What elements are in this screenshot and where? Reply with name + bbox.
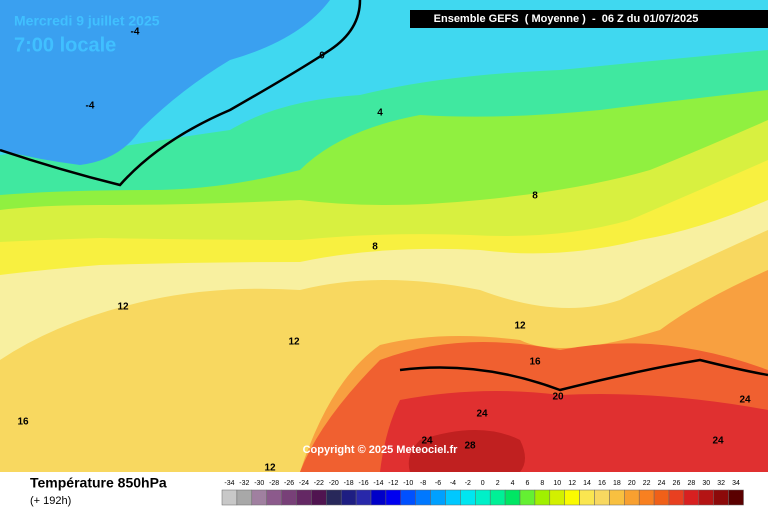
- legend-tick-label: 16: [598, 480, 606, 487]
- legend-swatch: [653, 489, 670, 506]
- contour-label: 24: [712, 436, 724, 447]
- legend-swatch: [519, 489, 536, 506]
- legend-swatch: [460, 489, 476, 506]
- legend-tick-label: -6: [435, 480, 441, 487]
- legend-swatch: [221, 489, 238, 506]
- legend-tick-label: 0: [481, 480, 485, 487]
- legend-swatch: [266, 489, 282, 506]
- contour-label: 24: [476, 409, 488, 420]
- legend-swatch: [594, 489, 610, 506]
- contour-label: 4: [377, 108, 383, 119]
- legend-tick-label: 4: [511, 480, 515, 487]
- legend-swatch: [355, 489, 372, 506]
- legend-tick-label: -10: [403, 480, 413, 487]
- legend-swatch: [638, 489, 655, 506]
- contour-label: 16: [17, 417, 29, 428]
- legend-swatch: [445, 489, 461, 506]
- contour-label: -4: [86, 101, 95, 112]
- temperature-field: [0, 0, 768, 472]
- legend-swatch: [415, 489, 431, 506]
- legend-tick-label: -4: [450, 480, 456, 487]
- legend-swatch: [683, 489, 700, 506]
- contour-label: -4: [131, 27, 140, 38]
- legend-swatch: [236, 489, 253, 506]
- legend-swatch: [311, 489, 327, 506]
- legend-tick-label: -26: [284, 480, 294, 487]
- legend-tick-label: -22: [314, 480, 324, 487]
- contour-label: 24: [421, 436, 433, 447]
- legend-tick-label: 22: [643, 480, 651, 487]
- lead-label: (+ 192h): [30, 495, 71, 507]
- contour-label: 28: [464, 441, 476, 452]
- legend-swatch: [728, 489, 744, 506]
- legend-swatch: [579, 489, 595, 506]
- legend-tick-label: 28: [687, 480, 695, 487]
- legend-swatch: [534, 489, 551, 506]
- copyright: Copyright © 2025 Meteociel.fr: [303, 444, 459, 456]
- legend-tick-label: -8: [420, 480, 426, 487]
- legend-swatch: [400, 489, 416, 506]
- legend-swatch: [430, 489, 446, 506]
- map-time: 7:00 locale: [14, 34, 116, 56]
- legend-tick-label: -24: [299, 480, 309, 487]
- legend-swatch: [296, 489, 312, 506]
- contour-label: 12: [514, 321, 526, 332]
- legend-tick-label: -14: [373, 480, 383, 487]
- model-info: Ensemble GEFS ( Moyenne ) - 06 Z du 01/0…: [434, 13, 699, 25]
- legend-tick-label: 8: [540, 480, 544, 487]
- legend-swatch: [668, 489, 685, 506]
- legend-tick-label: -12: [388, 480, 398, 487]
- contour-label: 16: [529, 357, 541, 368]
- legend-tick-label: -30: [254, 480, 264, 487]
- contour-label: 0: [319, 51, 325, 62]
- legend-swatch: [713, 489, 729, 506]
- contour-label: 20: [552, 392, 564, 403]
- legend-tick-label: 18: [613, 480, 621, 487]
- legend-tick-label: -16: [358, 480, 368, 487]
- legend-tick-label: -32: [239, 480, 249, 487]
- contour-label: 12: [288, 337, 300, 348]
- legend-tick-label: 30: [702, 480, 710, 487]
- legend-swatch: [504, 489, 521, 506]
- contour-label: 12: [117, 302, 129, 313]
- legend-tick-label: 14: [583, 480, 591, 487]
- legend-swatch: [624, 489, 640, 506]
- legend-tick-label: -28: [269, 480, 279, 487]
- legend-swatch: [326, 489, 342, 506]
- contour-label: 24: [739, 395, 751, 406]
- legend-tick-label: -18: [344, 480, 354, 487]
- legend-tick-label: 26: [673, 480, 681, 487]
- legend-tick-label: 24: [658, 480, 666, 487]
- contour-label: 12: [264, 463, 276, 474]
- legend-tick-label: -34: [224, 480, 234, 487]
- legend-tick-label: -20: [329, 480, 339, 487]
- legend-tick-label: 10: [553, 480, 561, 487]
- legend-tick-label: 12: [568, 480, 576, 487]
- map-date: Mercredi 9 juillet 2025: [14, 13, 160, 29]
- legend-swatch: [549, 489, 565, 506]
- legend-swatch: [475, 489, 491, 506]
- legend-swatch: [370, 489, 387, 506]
- legend-tick-label: -2: [465, 480, 471, 487]
- legend-swatch: [564, 489, 580, 506]
- legend-swatch: [281, 489, 297, 506]
- variable-label: Température 850hPa: [30, 475, 167, 491]
- legend-swatch: [385, 489, 402, 506]
- legend-swatch: [489, 489, 506, 506]
- legend-tick-label: 32: [717, 480, 725, 487]
- legend-tick-label: 34: [732, 480, 740, 487]
- contour-label: 8: [532, 191, 538, 202]
- legend-swatch: [340, 489, 357, 506]
- legend-swatch: [609, 489, 625, 506]
- legend-swatch: [251, 489, 267, 506]
- legend-swatch: [698, 489, 714, 506]
- legend-tick-label: 2: [496, 480, 500, 487]
- contour-label: 8: [372, 242, 378, 253]
- legend-tick-label: 20: [628, 480, 636, 487]
- legend-tick-label: 6: [525, 480, 529, 487]
